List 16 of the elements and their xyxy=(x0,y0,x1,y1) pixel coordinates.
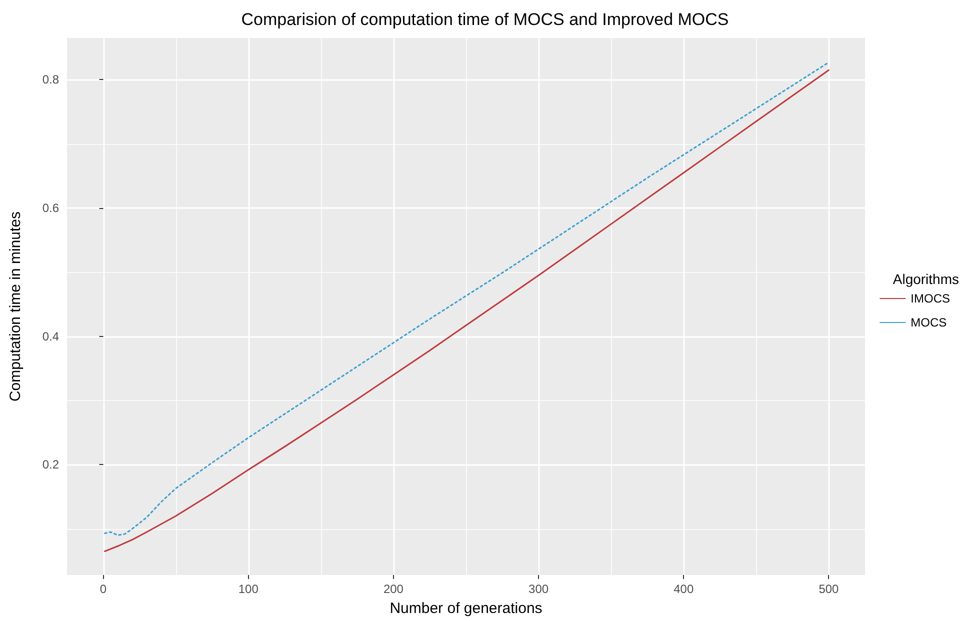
y-tick-label: 0.6 xyxy=(42,201,60,216)
y-tick-label: 0.8 xyxy=(42,72,60,87)
y-axis-title: Computation time in minutes xyxy=(7,211,24,402)
y-tick-label: 0.2 xyxy=(42,458,60,472)
x-tick-label: 100 xyxy=(238,582,259,596)
chart-title: Comparision of computation time of MOCS and Improved MOCS xyxy=(241,10,729,29)
legend-label: IMOCS xyxy=(910,292,950,306)
x-tick-label: 0 xyxy=(100,582,107,596)
y-tick-label: 0.4 xyxy=(42,329,60,344)
legend-title: Algorithms xyxy=(892,271,960,287)
x-tick-label: 400 xyxy=(674,582,694,596)
x-tick-label: 300 xyxy=(528,582,549,596)
legend-label: MOCS xyxy=(910,316,947,330)
x-tick-label: 500 xyxy=(818,582,840,596)
x-axis-title: Number of generations xyxy=(390,600,542,617)
x-tick-label: 200 xyxy=(383,582,404,596)
